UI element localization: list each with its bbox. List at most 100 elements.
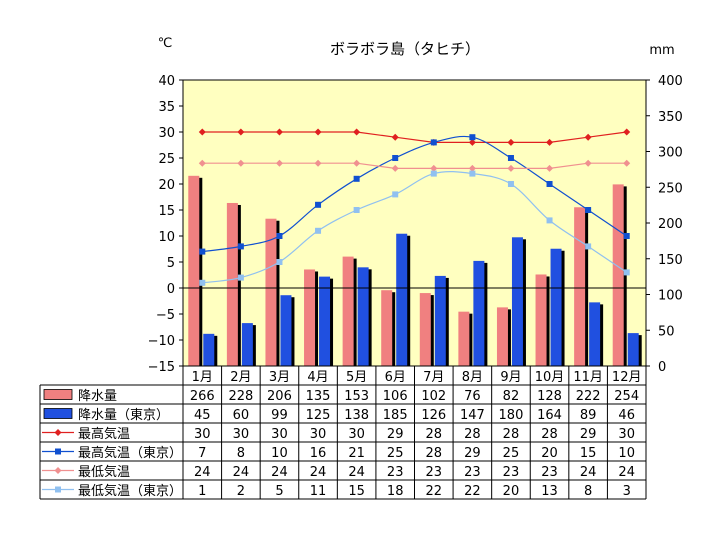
rain-bar-tokyo [396,233,408,366]
series-point [507,164,515,172]
table-cell: 24 [580,465,597,480]
left-tick-label: 35 [158,100,175,115]
table-cell: 16 [310,446,327,461]
legend-marker [55,448,61,455]
table-cell: 11 [310,484,327,499]
month-label: 6月 [385,370,406,385]
series-point [237,243,244,250]
left-tick-label: 10 [158,230,175,245]
table-cell: 266 [190,389,215,404]
rain-bar-tokyo [241,323,253,366]
month-label: 7月 [423,370,444,385]
right-tick-label: 50 [658,324,675,339]
table-cell: 20 [541,446,558,461]
series-point [623,269,630,276]
table-cell: 25 [503,446,520,461]
table-cell: 30 [310,427,327,442]
series-point [276,233,283,239]
series-point [623,233,630,239]
table-cell: 128 [537,389,562,404]
series-point [507,155,514,161]
table-cell: 206 [267,389,292,404]
table-cell: 2 [237,484,245,499]
left-tick-label: −10 [148,334,175,349]
rain-bar [574,207,586,366]
month-label: 3月 [269,370,290,385]
table-cell: 24 [271,465,288,480]
table-cell: 21 [348,446,365,461]
rain-bar-tokyo [319,276,331,366]
series-point [391,133,399,141]
table-cell: 138 [344,408,369,423]
series-point [353,128,361,136]
table-cell: 76 [464,389,481,404]
series-point [391,164,399,172]
table-cell: 15 [580,446,597,461]
left-tick-label: 5 [167,256,175,271]
table-cell: 18 [387,484,404,499]
series-point [546,138,554,146]
line-layer [198,128,631,286]
table-cell: 125 [306,408,331,423]
table-cell: 22 [464,484,481,499]
month-label: 4月 [307,370,328,385]
table-cell: 24 [618,465,635,480]
legend-marker [55,486,61,493]
series-point [314,159,322,167]
table-cell: 126 [421,408,446,423]
rain-bar [188,175,200,366]
table-cell: 23 [503,465,520,480]
table-cell: 10 [271,446,288,461]
table-cell: 20 [503,484,520,499]
left-tick-label: 40 [158,74,175,89]
month-label: 11月 [573,370,603,385]
left-tick-label: 0 [167,282,175,297]
series-point [546,181,553,187]
left-tick-label: 15 [158,204,175,219]
rain-bar-tokyo [627,333,639,366]
rain-bar-tokyo [203,333,215,366]
series-point [353,175,360,182]
table-cell: 28 [426,446,443,461]
table-cell: 1 [198,484,206,499]
month-label: 12月 [612,370,642,385]
left-axis-unit: ℃ [158,36,173,51]
series-name: 最高気温（東京） [78,445,182,461]
rain-bar-tokyo [473,260,485,366]
series-point [469,170,476,177]
month-label: 5月 [346,370,367,385]
series-line [202,171,628,284]
month-label: 8月 [462,370,483,385]
right-tick-label: 400 [658,74,683,89]
series-point [392,191,399,198]
left-tick-label: −5 [156,308,175,323]
series-point [584,159,592,167]
left-tick-label: 20 [158,178,175,193]
series-point [237,159,245,167]
right-axis-unit: mm [649,43,674,58]
table-cell: 60 [233,408,250,423]
right-tick-label: 200 [658,217,683,232]
series-line [202,135,628,253]
right-tick-label: 350 [658,110,683,125]
table-cell: 8 [237,446,245,461]
series-point [315,201,322,208]
table-cell: 15 [348,484,365,499]
legend-key [43,389,73,400]
series-point [198,128,206,136]
table-cell: 5 [275,484,283,499]
table-cell: 25 [387,446,404,461]
axis-layer: 4035302520151050−5−10−154003503002502001… [148,74,683,375]
chart-title: ボラボラ島（タヒチ） [330,40,480,58]
rain-bar-tokyo [589,302,601,366]
series-point [469,134,476,141]
table-cell: 180 [499,408,524,423]
table-cell: 13 [541,484,558,499]
series-point [623,128,631,136]
month-label: 9月 [500,370,521,385]
series-point [276,259,283,265]
series-point [546,217,553,224]
table-cell: 147 [460,408,485,423]
